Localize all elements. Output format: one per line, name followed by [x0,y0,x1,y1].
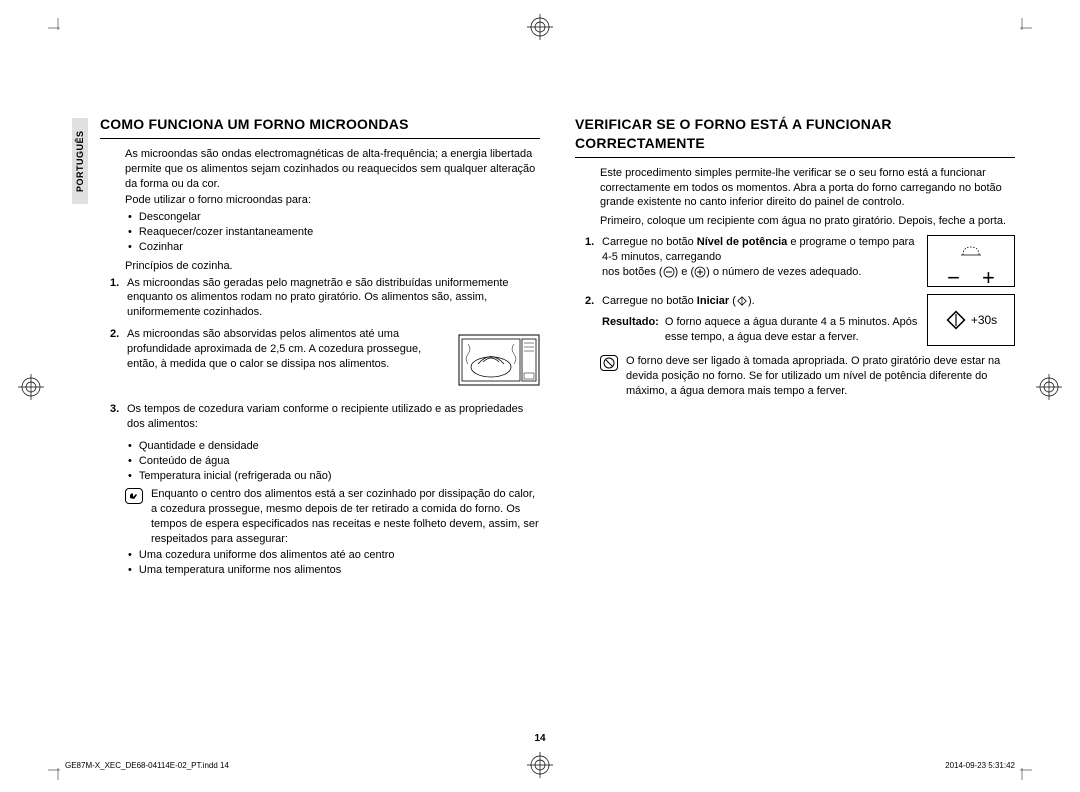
list-item: 1.As microondas são geradas pelo magnetr… [127,276,540,321]
list-item: Quantidade e densidade [140,439,540,454]
text-bold: Nível de potência [697,236,787,248]
left-heading: COMO FUNCIONA UM FORNO MICROONDAS [100,115,540,139]
text: Carregue no botão [602,295,697,307]
text: ( [729,295,736,307]
text: nos botões ( [602,266,663,278]
warning-text: O forno deve ser ligado à tomada apropri… [626,354,1015,399]
left-column: COMO FUNCIONA UM FORNO MICROONDAS As mic… [100,115,540,581]
uses-list: Descongelar Reaquecer/cozer instantaneam… [100,210,540,255]
right-heading: VERIFICAR SE O FORNO ESTÁ A FUNCIONAR CO… [575,115,1015,158]
left-can-use: Pode utilizar o forno microondas para: [100,193,540,208]
principles-label: Princípios de cozinha. [100,259,540,274]
list-item: Descongelar [140,210,540,225]
note-points: Uma cozedura uniforme dos alimentos até … [100,548,540,578]
list-item: Uma cozedura uniforme dos alimentos até … [140,548,540,563]
step-1: 1. − + Carregue no botão Nível de potênc… [602,235,1015,287]
plus-circle-icon [694,266,706,278]
steps-list: 1. − + Carregue no botão Nível de potênc… [575,235,1015,346]
text-bold: Iniciar [697,295,729,307]
text: ) e ( [675,266,695,278]
note-text: Enquanto o centro dos alimentos está a s… [151,487,540,546]
list-item: Temperatura inicial (refrigerada ou não) [140,469,540,484]
text: ). [748,295,755,307]
step-2: 2. +30s Carregue no botão Iniciar (). Re… [602,294,1015,346]
list-item: Reaquecer/cozer instantaneamente [140,225,540,240]
text: As microondas são geradas pelo magnetrão… [127,277,509,319]
plus-icon: + [982,267,995,289]
text: ) o número de vezes adequado. [706,266,861,278]
list-item: Cozinhar [140,240,540,255]
footer: GE87M-X_XEC_DE68-04114E-02_PT.indd 14 20… [65,761,1015,770]
power-figure: − + [927,235,1015,287]
hand-icon [125,488,143,504]
text: Os tempos de cozedura variam conforme o … [127,403,523,430]
right-first: Primeiro, coloque um recipiente com água… [575,214,1015,229]
footer-right: 2014-09-23 5:31:42 [945,761,1015,770]
minus-circle-icon [663,266,675,278]
result-text: O forno aquece a água durante 4 a 5 minu… [665,315,919,345]
text: As microondas são absorvidas pelos alime… [127,328,421,370]
start-label: +30s [971,312,997,328]
props-list: Quantidade e densidade Conteúdo de água … [100,439,540,484]
dots-icon [959,238,983,265]
list-item: Conteúdo de água [140,454,540,469]
start-figure: +30s [927,294,1015,346]
minus-icon: − [947,267,960,289]
page-number: 14 [0,733,1080,744]
right-column: VERIFICAR SE O FORNO ESTÁ A FUNCIONAR CO… [575,115,1015,581]
list-item: Uma temperatura uniforme nos alimentos [140,563,540,578]
microwave-figure [458,329,540,391]
note-block: Enquanto o centro dos alimentos está a s… [100,487,540,546]
list-item: 3.Os tempos de cozedura variam conforme … [127,402,540,432]
language-tab: PORTUGUÊS [72,118,88,204]
text: Carregue no botão [602,236,697,248]
diamond-inline-icon [736,295,748,307]
diamond-icon [945,309,967,331]
footer-left: GE87M-X_XEC_DE68-04114E-02_PT.indd 14 [65,761,229,770]
principles-list: 1.As microondas são geradas pelo magnetr… [100,276,540,432]
result-label: Resultado: [602,315,659,345]
warning-icon [600,355,618,371]
list-item: 2. [127,327,540,395]
warning-note: O forno deve ser ligado à tomada apropri… [575,354,1015,399]
right-intro: Este procedimento simples permite-lhe ve… [575,166,1015,211]
left-intro: As microondas são ondas electromagnética… [100,147,540,192]
